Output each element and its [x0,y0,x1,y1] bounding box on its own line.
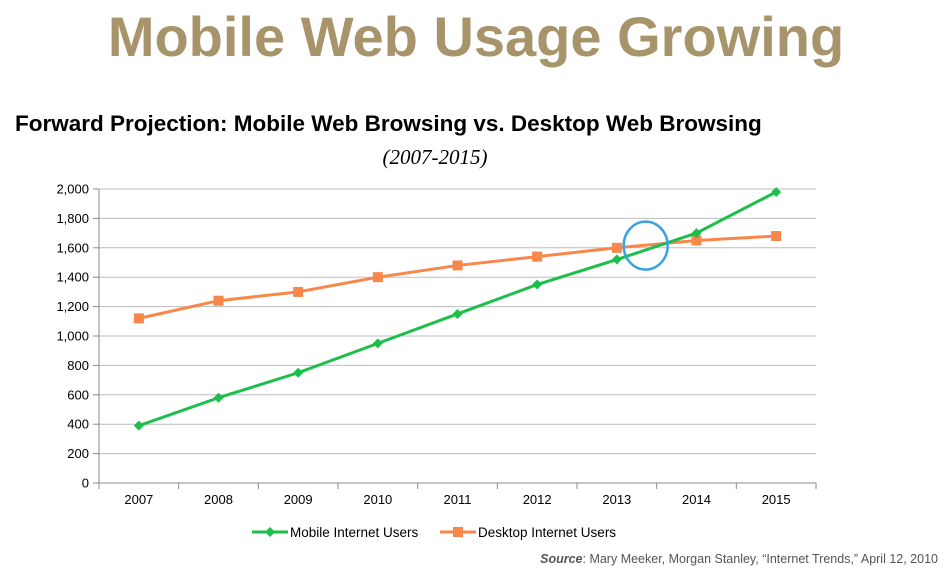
annotations [622,220,669,271]
chart-subtitle: (2007-2015) [382,145,488,169]
crossover-highlight-circle [622,220,669,271]
source-text: : Mary Meeker, Morgan Stanley, “Internet… [582,552,939,566]
mobile-point [452,308,463,319]
desktop-point [372,272,383,283]
y-tick-label: 0 [82,476,89,491]
y-tick-label: 2,000 [56,182,89,197]
x-tick-label: 2015 [762,492,791,507]
desktop-point [532,251,543,262]
y-tick-label: 1,800 [56,211,89,226]
desktop-point [611,242,622,253]
y-tick-label: 1,400 [56,270,89,285]
legend-square-marker [453,527,463,537]
mobile-point [293,367,304,378]
series-lines [133,186,782,431]
x-tick-label: 2011 [444,492,472,507]
x-tick-label: 2008 [204,492,233,507]
desktop-point [133,313,144,324]
legend: Mobile Internet Users Desktop Internet Us… [252,525,616,540]
x-tick-label: 2009 [284,492,313,507]
desktop-point [213,295,224,306]
x-tick-label: 2012 [523,492,552,507]
legend-label: Desktop Internet Users [478,525,616,540]
axes: 0 200 400 600 800 1,000 1,200 1,400 1,600 1,800 2,… [56,182,817,507]
y-tick-label: 1,000 [56,329,89,344]
source-label: Source [540,552,583,566]
desktop-point [452,260,463,271]
mobile-point [213,392,224,403]
mobile-point [691,228,702,239]
y-tick-label: 200 [67,446,89,461]
grid-lines [99,188,816,484]
y-tick-label: 400 [67,417,89,432]
x-tick-label: 2010 [363,492,392,507]
y-tick-label: 800 [67,358,89,373]
x-tick-label: 2013 [602,492,631,507]
mobile-point [372,338,383,349]
source-citation: Source: Mary Meeker, Morgan Stanley, “In… [540,552,938,566]
x-tick-label: 2014 [682,492,711,507]
y-tick-label: 600 [67,387,89,402]
mobile-point [611,254,622,265]
y-tick-label: 1,600 [56,240,89,255]
slide-headline: Mobile Web Usage Growing [107,5,845,68]
mobile-point [133,420,144,431]
desktop-point [691,235,702,246]
legend-diamond-marker [265,527,275,537]
desktop-point [293,286,304,297]
legend-label: Mobile Internet Users [290,525,419,540]
desktop-point [771,231,782,242]
x-tick-label: 2007 [124,492,153,507]
mobile-point [771,186,782,197]
chart-title: Forward Projection: Mobile Web Browsing … [15,111,762,136]
y-tick-label: 1,200 [56,299,89,314]
mobile-point [532,279,543,290]
mobile-series-line [138,190,777,428]
